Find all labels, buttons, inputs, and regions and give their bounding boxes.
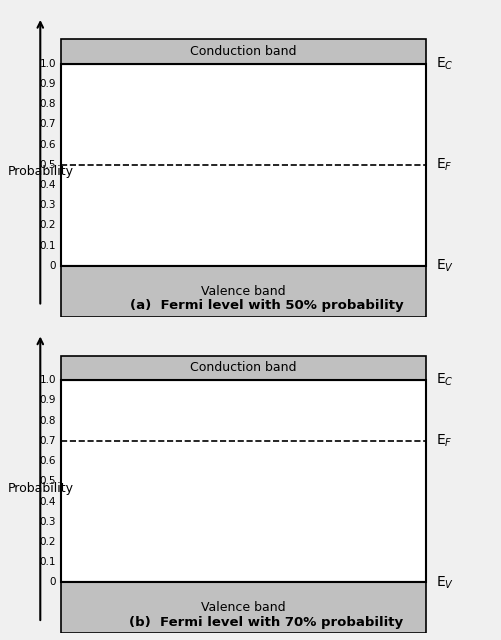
Text: (a)  Fermi level with 50% probability: (a) Fermi level with 50% probability bbox=[129, 300, 402, 312]
Text: E$_C$: E$_C$ bbox=[435, 372, 452, 388]
Text: E$_V$: E$_V$ bbox=[435, 574, 453, 591]
Text: Conduction band: Conduction band bbox=[190, 45, 296, 58]
Text: 0.1: 0.1 bbox=[40, 241, 56, 251]
Text: E$_V$: E$_V$ bbox=[435, 258, 453, 274]
Text: 0.6: 0.6 bbox=[40, 140, 56, 150]
Text: 0.9: 0.9 bbox=[40, 396, 56, 405]
Text: 0.5: 0.5 bbox=[40, 160, 56, 170]
Text: 0.8: 0.8 bbox=[40, 415, 56, 426]
Text: 0.7: 0.7 bbox=[40, 119, 56, 129]
Text: 0.6: 0.6 bbox=[40, 456, 56, 466]
Text: 0: 0 bbox=[50, 577, 56, 588]
Bar bbox=[61, 582, 426, 633]
Bar bbox=[61, 39, 426, 63]
Text: Probability: Probability bbox=[8, 482, 73, 495]
Text: Probability: Probability bbox=[8, 165, 73, 179]
Bar bbox=[61, 356, 426, 380]
Bar bbox=[61, 266, 426, 317]
Text: 0.1: 0.1 bbox=[40, 557, 56, 567]
Text: 0.7: 0.7 bbox=[40, 436, 56, 446]
Text: 0: 0 bbox=[50, 261, 56, 271]
Text: E$_F$: E$_F$ bbox=[435, 157, 451, 173]
Text: E$_F$: E$_F$ bbox=[435, 433, 451, 449]
Text: 0.9: 0.9 bbox=[40, 79, 56, 89]
Text: E$_C$: E$_C$ bbox=[435, 56, 452, 72]
Text: (b)  Fermi level with 70% probability: (b) Fermi level with 70% probability bbox=[129, 616, 403, 629]
Text: Valence band: Valence band bbox=[201, 285, 286, 298]
Text: 1.0: 1.0 bbox=[40, 59, 56, 68]
Text: 0.2: 0.2 bbox=[40, 220, 56, 230]
Text: 0.3: 0.3 bbox=[40, 200, 56, 210]
Text: 0.8: 0.8 bbox=[40, 99, 56, 109]
Text: 0.4: 0.4 bbox=[40, 497, 56, 506]
Text: Conduction band: Conduction band bbox=[190, 362, 296, 374]
Text: 0.5: 0.5 bbox=[40, 476, 56, 486]
Text: 0.4: 0.4 bbox=[40, 180, 56, 190]
Text: 0.2: 0.2 bbox=[40, 537, 56, 547]
Text: 0.3: 0.3 bbox=[40, 516, 56, 527]
Text: Valence band: Valence band bbox=[201, 601, 286, 614]
Bar bbox=[61, 63, 426, 266]
Text: 1.0: 1.0 bbox=[40, 375, 56, 385]
Bar bbox=[61, 380, 426, 582]
